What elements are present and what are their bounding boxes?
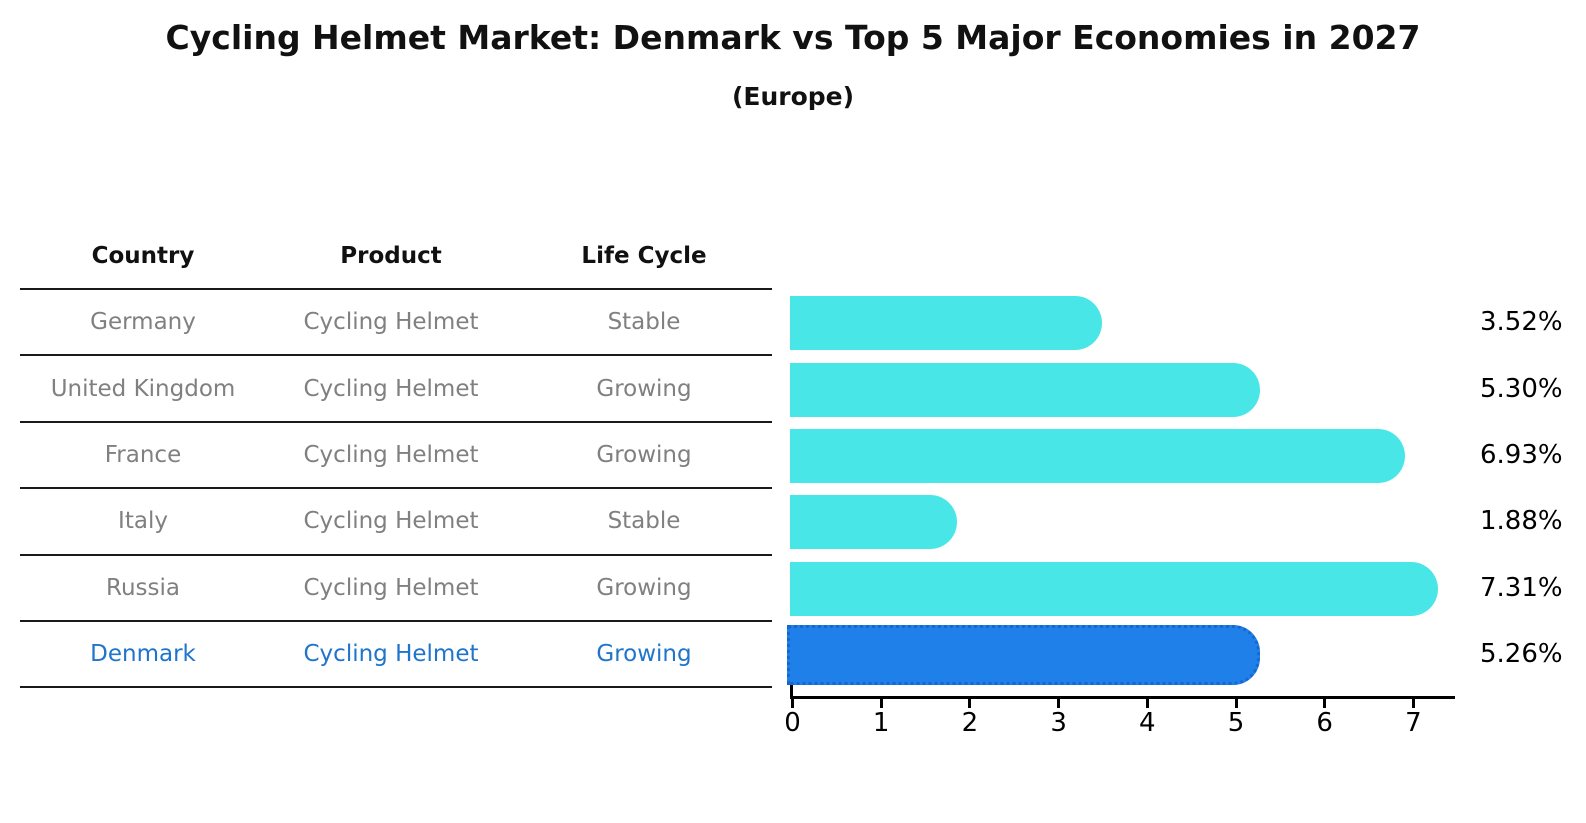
x-tick-label: 6 (1316, 708, 1333, 738)
table-row: United Kingdom Cycling Helmet Growing (20, 356, 772, 423)
bar-united-kingdom (790, 362, 1261, 417)
x-tick-mark (1323, 699, 1327, 708)
table-row: Italy Cycling Helmet Stable (20, 489, 772, 556)
table-row: Germany Cycling Helmet Stable (20, 290, 772, 357)
bar-germany (790, 296, 1103, 351)
value-label: 6.93% (1480, 440, 1563, 470)
table-cell-life-cycle: Stable (607, 508, 681, 535)
table-row: France Cycling Helmet Growing (20, 423, 772, 490)
x-tick-mark (968, 699, 972, 708)
table-cell-country: Denmark (90, 641, 196, 668)
value-label: 5.30% (1480, 373, 1563, 404)
table-cell-country: United Kingdom (50, 375, 236, 402)
table-row: Denmark Cycling Helmet Growing (20, 622, 772, 689)
x-tick-mark (1234, 699, 1238, 708)
table-cell-country: France (104, 441, 182, 468)
table-cell-country: Italy (118, 508, 168, 535)
table-cell-product: Cycling Helmet (303, 309, 479, 336)
x-tick-label: 2 (961, 708, 979, 738)
table-header-life-cycle: Life Cycle (581, 242, 707, 269)
table-header-country: Country (91, 242, 195, 269)
bar-italy (790, 495, 957, 550)
value-label: 1.88% (1480, 506, 1563, 537)
table-cell-product: Cycling Helmet (303, 641, 479, 668)
x-tick-label: 5 (1227, 708, 1245, 738)
table-row: Russia Cycling Helmet Growing (20, 556, 772, 622)
table-cell-country: Germany (90, 309, 196, 336)
table-cell-life-cycle: Growing (596, 641, 692, 668)
table-body: Germany Cycling Helmet Stable United Kingdo… (20, 290, 772, 689)
table-header-product: Product (340, 242, 442, 269)
chart-subtitle: (Europe) (731, 82, 855, 111)
x-tick-label: 3 (1050, 708, 1067, 738)
bar-france (790, 429, 1405, 483)
x-tick-label: 4 (1139, 708, 1156, 738)
table-cell-life-cycle: Growing (596, 441, 692, 468)
table-cell-life-cycle: Stable (607, 309, 681, 336)
chart-title: Cycling Helmet Market: Denmark vs Top 5 … (165, 18, 1421, 57)
table-cell-product: Cycling Helmet (303, 375, 479, 402)
x-tick-mark (791, 699, 794, 708)
table-cell-country: Russia (106, 574, 180, 601)
table-cell-life-cycle: Growing (596, 375, 692, 402)
table-header-row: Country Product Life Cycle (20, 223, 772, 290)
x-tick-label: 7 (1405, 708, 1422, 738)
x-tick-mark (879, 699, 883, 708)
table-cell-product: Cycling Helmet (303, 574, 479, 601)
table-cell-product: Cycling Helmet (303, 441, 479, 468)
x-tick-mark (1145, 699, 1149, 708)
table-cell-product: Cycling Helmet (303, 508, 479, 535)
bar-highlight-denmark (787, 625, 1260, 686)
y-axis-stub (790, 684, 793, 697)
value-label: 5.26% (1480, 639, 1563, 670)
x-tick-label: 0 (784, 708, 801, 738)
x-tick-label: 1 (872, 708, 890, 738)
value-label: 7.31% (1480, 572, 1563, 603)
data-table: Country Product Life Cycle Germany Cyclin… (20, 223, 772, 689)
x-tick-mark (1411, 699, 1415, 708)
value-label: 3.52% (1480, 307, 1563, 338)
table-cell-life-cycle: Growing (596, 574, 692, 601)
x-axis-line (790, 696, 1455, 699)
bar-russia (790, 561, 1439, 616)
x-tick-mark (1057, 699, 1061, 708)
